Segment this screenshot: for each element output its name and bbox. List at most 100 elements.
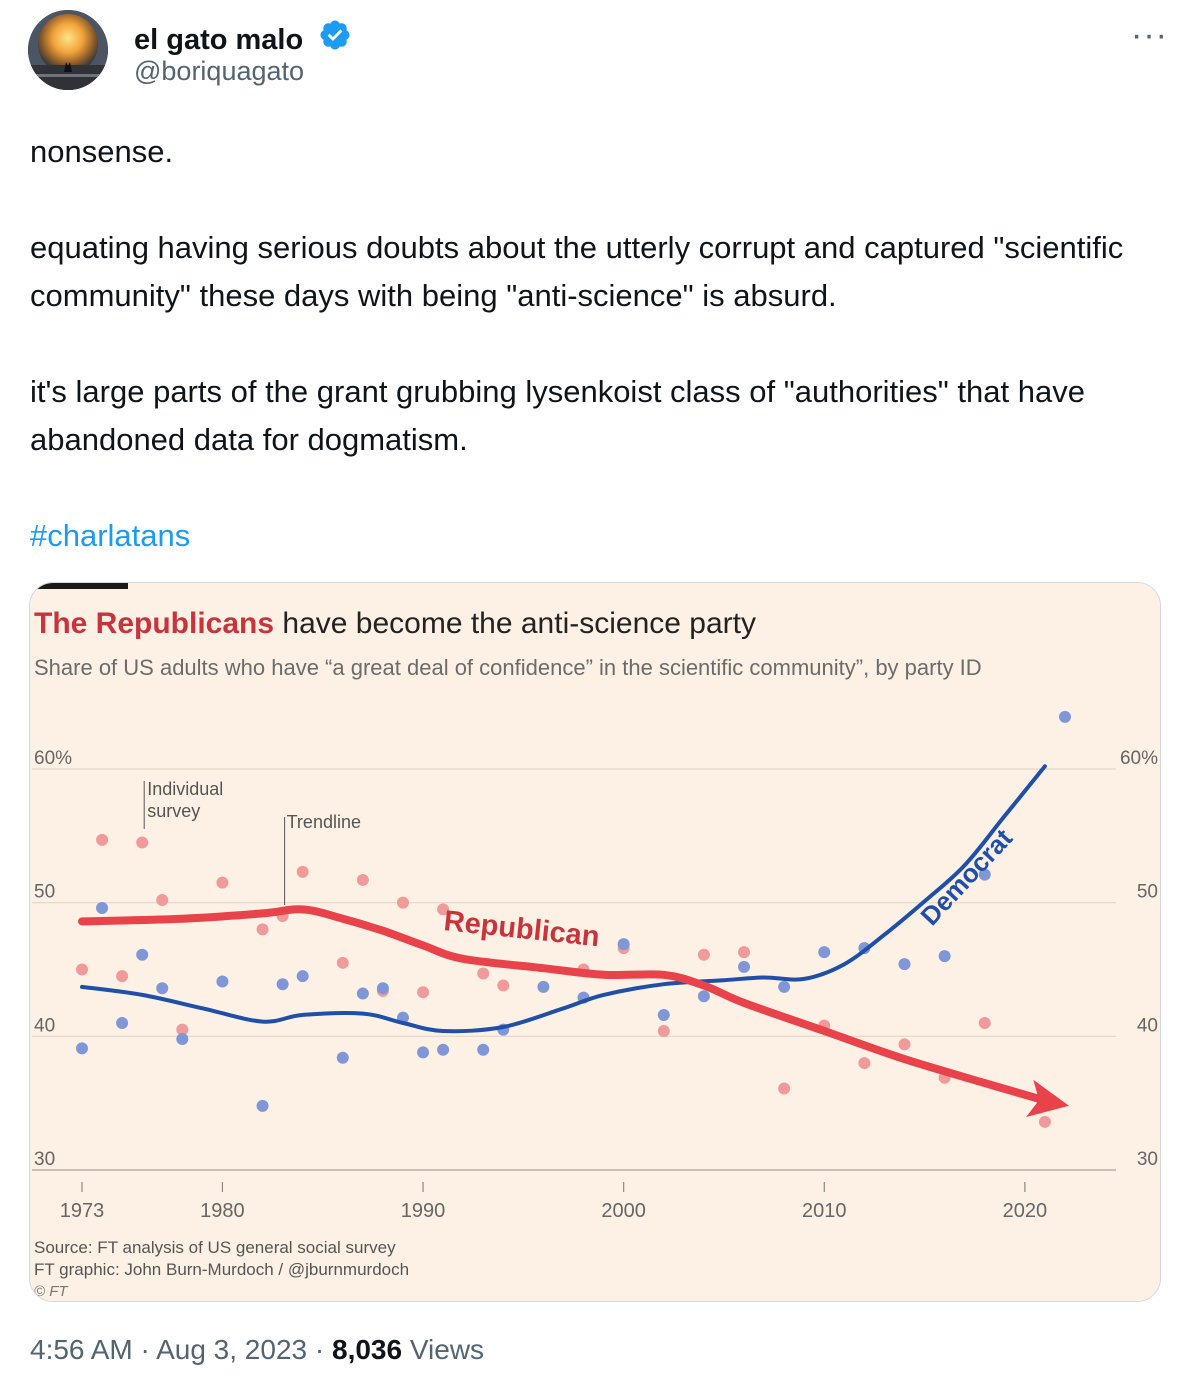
republican-survey-point [497, 979, 510, 992]
x-tick-label: 2020 [1003, 1200, 1048, 1222]
views-count: 8,036 [332, 1334, 403, 1365]
y-tick-label-left: 60% [34, 748, 72, 769]
x-tick-label: 2000 [601, 1200, 646, 1222]
democrat-survey-point [818, 946, 831, 959]
republican-survey-point [216, 876, 229, 889]
x-tick-label: 1980 [200, 1200, 245, 1222]
republican-arrowhead [1026, 1079, 1069, 1117]
y-tick-label-left: 40 [34, 1015, 55, 1036]
views-label: Views [402, 1334, 485, 1365]
republican-survey-point [96, 833, 109, 846]
tweet-time[interactable]: 4:56 AM [30, 1334, 133, 1365]
x-tick-label: 1973 [60, 1200, 105, 1222]
chart-title: The Republicans have become the anti-sci… [34, 607, 756, 640]
democrat-survey-point [657, 1008, 670, 1021]
republican-survey-point [396, 896, 409, 909]
republican-survey-point [76, 963, 88, 976]
chart-source: Source: FT analysis of US general social… [34, 1238, 396, 1257]
republican-survey-point [437, 903, 450, 916]
republican-survey-point [156, 893, 169, 906]
individual-survey-annotation: Individual [147, 779, 223, 799]
tweet-media-chart[interactable]: The Republicans have become the anti-sci… [29, 582, 1161, 1302]
tweet-line-1: nonsense. [30, 134, 174, 169]
republican-survey-point [898, 1038, 911, 1051]
republican-survey-point [296, 865, 309, 878]
democrat-survey-point [697, 990, 710, 1003]
ft-top-bar [30, 583, 128, 589]
tweet-footer: 4:56 AM · Aug 3, 2023 · 8,036 Views [30, 1334, 484, 1366]
democrat-survey-point [978, 868, 991, 881]
democrat-survey-point [216, 975, 229, 988]
democrat-survey-point [376, 982, 389, 995]
chart-background [30, 583, 1160, 1301]
democrat-survey-point [336, 1051, 349, 1064]
republican-survey-point [738, 946, 751, 959]
democrat-survey-point [256, 1099, 269, 1112]
more-options-icon[interactable]: ··· [1131, 16, 1168, 54]
democrat-survey-point [437, 1043, 450, 1056]
democrat-survey-point [156, 982, 169, 995]
tweet-paragraph-3: it's large parts of the grant grubbing l… [30, 374, 1085, 457]
chart-credit: FT graphic: John Burn-Murdoch / @jburnmu… [34, 1260, 409, 1279]
democrat-survey-point [116, 1016, 129, 1029]
chart-title-highlight: The Republicans [34, 607, 274, 640]
democrat-survey-point [176, 1033, 189, 1046]
x-tick-label: 2010 [802, 1200, 847, 1222]
display-name[interactable]: el gato malo [134, 24, 304, 56]
avatar-image [28, 10, 108, 90]
democrat-survey-point [617, 938, 630, 951]
y-tick-label-right: 40 [1137, 1015, 1158, 1036]
y-tick-label-left: 30 [34, 1149, 55, 1170]
republican-survey-point [778, 1082, 791, 1095]
tweet-text: nonsense. equating having serious doubts… [30, 128, 1160, 560]
user-handle[interactable]: @boriquagato [134, 56, 305, 86]
democrat-survey-point [738, 960, 751, 973]
republican-survey-point [256, 923, 269, 936]
tweet-header: el gato malo @boriquagato ··· [28, 10, 1168, 92]
chart: The Republicans have become the anti-sci… [30, 583, 1160, 1301]
republican-survey-point [176, 1023, 189, 1036]
tweet-date[interactable]: Aug 3, 2023 [156, 1334, 308, 1365]
chart-subtitle: Share of US adults who have “a great dea… [34, 655, 982, 680]
democrat-trendline [80, 764, 1047, 1034]
separator: · [307, 1334, 332, 1365]
republican-survey-point [336, 956, 349, 969]
democrat-survey-point [276, 978, 289, 991]
avatar[interactable] [28, 10, 108, 90]
republican-survey-point [697, 948, 710, 961]
democrat-survey-point [96, 902, 109, 915]
tweet-paragraph-2: equating having serious doubts about the… [30, 230, 1124, 313]
democrat-survey-point [938, 950, 951, 963]
separator: · [132, 1334, 157, 1365]
hashtag-link[interactable]: #charlatans [30, 518, 191, 553]
democrat-survey-point [1059, 710, 1071, 723]
republican-survey-point [858, 1057, 871, 1070]
republican-survey-point [356, 873, 369, 886]
republican-survey-point [417, 986, 430, 999]
y-tick-label-right: 50 [1137, 882, 1158, 903]
democrat-survey-point [136, 948, 149, 961]
republican-trendline [78, 905, 1049, 1105]
verified-badge-icon [320, 20, 350, 50]
democrat-survey-point [537, 980, 550, 993]
y-tick-label-right: 60% [1120, 748, 1158, 769]
democrat-survey-point [76, 1042, 88, 1055]
republican-survey-point [978, 1016, 991, 1029]
trendline-annotation: Trendline [287, 812, 361, 832]
republican-survey-point [1038, 1115, 1051, 1128]
republican-survey-point [136, 836, 149, 849]
chart-copyright: © FT [34, 1283, 69, 1300]
democrat-survey-point [296, 970, 309, 983]
chart-title-rest: have become the anti-science party [274, 607, 756, 640]
democrat-survey-point [778, 980, 791, 993]
democrat-survey-point [356, 987, 369, 1000]
republican-survey-point [116, 970, 129, 983]
y-tick-label-right: 30 [1137, 1149, 1158, 1170]
x-tick-label: 1990 [401, 1200, 446, 1222]
republican-survey-point [477, 967, 490, 980]
individual-survey-annotation: survey [147, 801, 200, 821]
y-tick-label-left: 50 [34, 882, 55, 903]
democrat-survey-point [898, 958, 911, 971]
democrat-survey-point [417, 1046, 430, 1059]
republican-survey-point [657, 1024, 670, 1037]
